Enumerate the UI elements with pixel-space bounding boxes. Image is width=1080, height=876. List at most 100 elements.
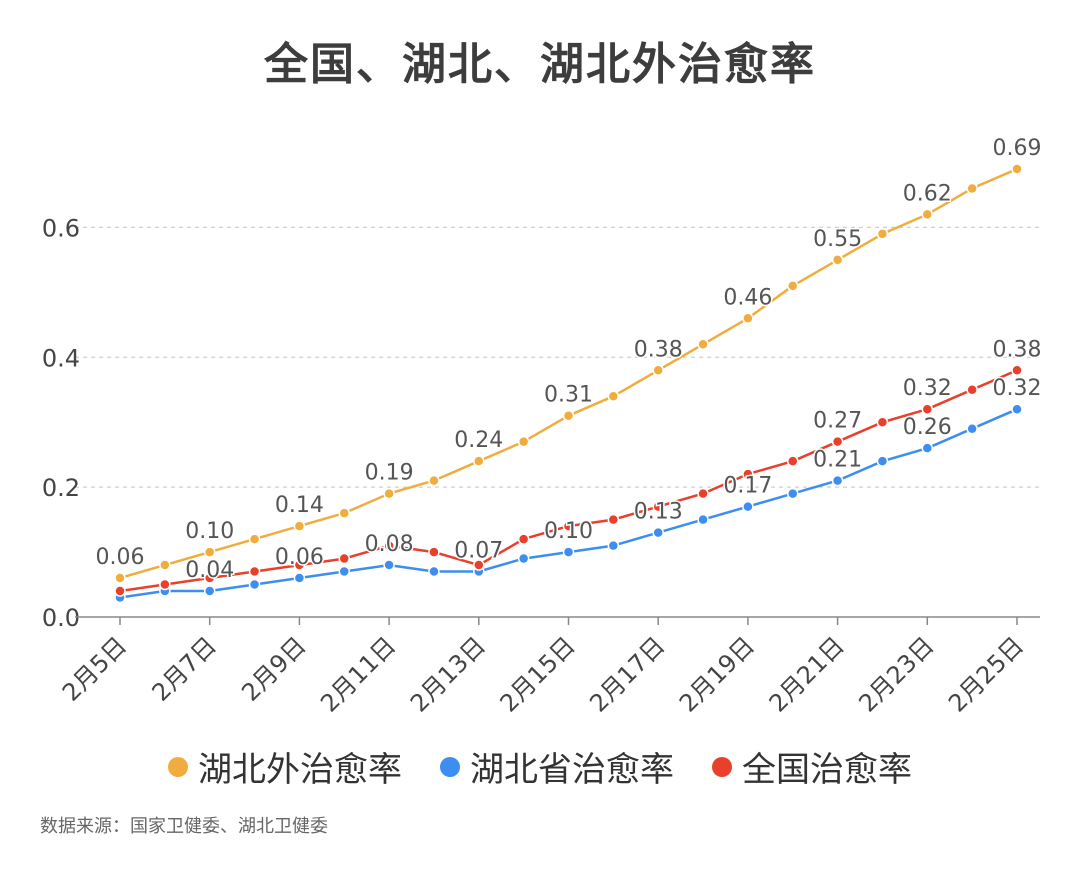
legend-dot-series-0	[168, 756, 188, 777]
legend-dot-series-1	[440, 756, 460, 777]
legend-label-series-2: 全国治愈率	[742, 750, 912, 790]
data-label-s2-20: 0.38	[993, 337, 1042, 362]
point-s1-3	[248, 578, 261, 591]
point-s1-20	[1011, 403, 1023, 415]
point-s1-17	[876, 455, 889, 467]
data-label-s1-18: 0.26	[903, 415, 952, 440]
point-s0-5	[338, 507, 350, 519]
point-s2-17	[876, 416, 889, 428]
legend-label-series-0: 湖北外治愈率	[198, 750, 402, 790]
x-tick-label-2: 2月9日	[236, 631, 311, 706]
data-label-s1-2: 0.04	[185, 558, 234, 583]
data-label-s0-12: 0.38	[634, 337, 683, 362]
data-label-s0-14: 0.46	[723, 285, 772, 310]
point-s0-1	[159, 559, 171, 571]
point-s0-10	[562, 409, 575, 422]
point-s0-8	[473, 455, 485, 467]
point-s0-14	[742, 312, 754, 325]
data-label-s0-4: 0.14	[275, 493, 324, 518]
point-s2-10	[562, 520, 575, 532]
x-tick-label-4: 2月13日	[405, 631, 491, 717]
data-label-s1-14: 0.17	[723, 474, 772, 499]
point-s2-14	[742, 468, 754, 480]
point-s2-12	[652, 500, 664, 513]
point-s0-3	[248, 533, 261, 545]
legend-item-series-0: 湖北外治愈率	[168, 742, 402, 791]
x-axis: 2月5日 2月7日 2月9日 2月11日 2月13日 2月15日 2月17日 2月19日 2月2…	[57, 616, 1040, 718]
point-s1-4	[293, 572, 306, 584]
point-s0-17	[876, 228, 889, 240]
point-s2-16	[831, 435, 844, 448]
line-chart: 0.0 0.2 0.4 0.6 2月5日 2月7日 2月9日 2月11日 2月13日 2月15日…	[42, 134, 1043, 718]
x-tick-label-3: 2月11日	[315, 631, 401, 717]
x-tick-label-10: 2月25日	[943, 631, 1029, 717]
data-label-s1-12: 0.13	[634, 500, 683, 525]
x-tick-label-9: 2月23日	[853, 631, 939, 717]
data-label-s2-18: 0.32	[903, 376, 952, 401]
source-note: 数据来源：国家卫健委、湖北卫健委	[40, 816, 328, 837]
point-s1-5	[338, 565, 350, 578]
y-tick-label-3: 0.6	[42, 214, 80, 242]
series-layer	[114, 163, 1023, 604]
point-s2-6	[383, 539, 395, 552]
point-s0-2	[203, 546, 216, 558]
point-s2-8	[473, 559, 485, 571]
legend-label-series-1: 湖北省治愈率	[470, 750, 674, 790]
y-tick-label-1: 0.2	[42, 474, 80, 502]
y-tick-label-0: 0.0	[42, 604, 80, 632]
point-s2-19	[966, 383, 978, 396]
point-s2-11	[607, 513, 620, 526]
grid-lines	[75, 226, 1040, 488]
point-s1-14	[742, 500, 754, 513]
legend-item-series-2: 全国治愈率	[712, 742, 912, 791]
data-label-s0-10: 0.31	[544, 383, 593, 408]
point-s2-15	[787, 455, 799, 467]
data-label-s1-16: 0.21	[813, 448, 862, 473]
point-s2-7	[428, 546, 440, 558]
point-s1-6	[383, 559, 395, 571]
point-s1-19	[966, 422, 978, 435]
data-labels: 0.06 0.10 0.14 0.19 0.24 0.31 0.38 0.46 0.55 0.62…	[94, 134, 1043, 584]
point-s1-10	[562, 546, 575, 558]
x-tick-label-0: 2月5日	[57, 631, 132, 706]
x-tick-label-8: 2月21日	[764, 631, 850, 717]
legend: 湖北外治愈率 湖北省治愈率 全国治愈率	[0, 742, 1080, 791]
point-s0-19	[966, 182, 978, 195]
data-label-s0-6: 0.19	[365, 461, 414, 486]
point-s2-2	[203, 572, 216, 584]
point-s0-16	[831, 254, 844, 266]
x-tick-label-7: 2月19日	[674, 631, 760, 717]
chart-title: 全国、湖北、湖北外治愈率	[264, 39, 816, 90]
data-label-s0-16: 0.55	[813, 227, 862, 252]
data-label-s1-4: 0.06	[275, 545, 324, 570]
point-s1-16	[831, 474, 844, 487]
point-s2-9	[517, 533, 530, 545]
y-axis: 0.0 0.2 0.4 0.6	[42, 214, 80, 632]
point-s0-13	[697, 338, 709, 351]
point-s1-13	[697, 513, 709, 526]
point-s2-5	[338, 552, 350, 565]
legend-dot-series-2	[712, 756, 732, 777]
data-label-s0-0: 0.06	[96, 545, 145, 570]
point-s0-15	[787, 280, 799, 292]
point-s0-12	[652, 364, 664, 377]
data-label-s0-8: 0.24	[454, 428, 503, 453]
legend-item-series-1: 湖北省治愈率	[440, 742, 674, 791]
point-s1-2	[203, 585, 216, 597]
point-s0-6	[383, 487, 395, 500]
point-s0-9	[517, 435, 530, 448]
point-s1-7	[428, 565, 440, 578]
x-tick-label-5: 2月15日	[495, 631, 581, 717]
point-s2-3	[248, 565, 261, 578]
y-tick-label-2: 0.4	[42, 344, 80, 372]
data-label-s0-18: 0.62	[903, 181, 952, 206]
point-s0-20	[1011, 163, 1023, 175]
point-s1-15	[787, 487, 799, 500]
point-s2-0	[114, 585, 126, 597]
data-label-s1-10: 0.10	[544, 519, 593, 544]
point-s2-18	[921, 403, 934, 415]
point-s1-18	[921, 442, 934, 454]
point-s2-1	[159, 578, 171, 591]
data-label-s2-16: 0.27	[813, 409, 862, 434]
point-s0-11	[607, 390, 620, 402]
